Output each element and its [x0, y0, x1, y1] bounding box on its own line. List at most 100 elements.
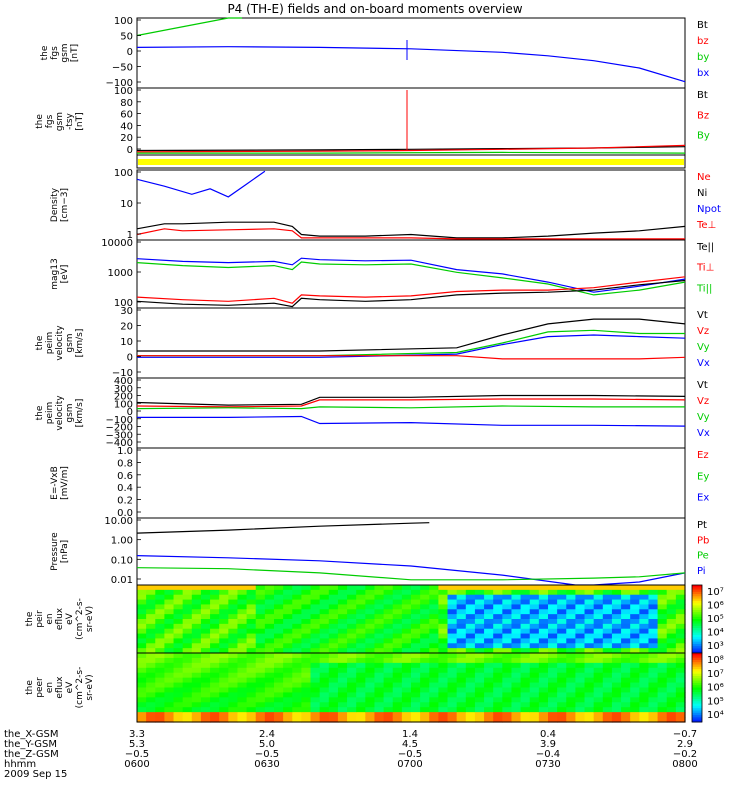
y-tick-label: 10.00 [104, 516, 133, 527]
heatmap-cell [593, 599, 604, 606]
heatmap-cell [602, 589, 613, 596]
heatmap-cell [593, 589, 604, 596]
heatmap-cell [173, 657, 184, 664]
panel-4: mag13 [eV] [50, 239, 686, 309]
heatmap-cell [401, 657, 412, 664]
heatmap-cell [392, 609, 403, 615]
heatmap-cell [328, 717, 339, 723]
heatmap-cell [401, 648, 412, 654]
series-ni-line [136, 221, 686, 239]
heatmap-cell [383, 707, 394, 713]
heatmap-cell [356, 662, 366, 669]
heatmap-cell [493, 692, 503, 698]
heatmap-cell [548, 657, 558, 664]
heatmap-cell [182, 609, 193, 615]
panel-9: the peir en eflux eV (cm^2-s-sr-eV) [25, 584, 703, 654]
heatmap-cell [155, 702, 165, 708]
heatmap-cell [301, 667, 312, 674]
heatmap-cell [283, 623, 293, 630]
heatmap-cell [319, 712, 330, 718]
colorbar-tick-label: 10⁵ [707, 696, 724, 707]
heatmap-cell [255, 609, 266, 615]
heatmap-cell [593, 585, 604, 591]
heatmap-cell [155, 712, 165, 718]
heatmap-cell [420, 657, 430, 664]
heatmap-cell [237, 653, 248, 659]
heatmap-cell [557, 662, 567, 669]
x-axis-value: −0.5 [398, 749, 422, 760]
heatmap-cell [319, 697, 330, 703]
heatmap-cell [575, 623, 586, 630]
heatmap-cell [200, 633, 211, 640]
x-axis-row-label: the_Y-GSM [4, 739, 57, 750]
heatmap-cell [411, 672, 421, 679]
heatmap-cell [502, 717, 513, 723]
heatmap-cell [593, 702, 604, 708]
heatmap-cell [383, 614, 394, 620]
heatmap-cell [310, 619, 321, 625]
heatmap-cell [365, 589, 376, 596]
heatmap-cell [237, 638, 248, 644]
heatmap-cell [648, 633, 659, 640]
heatmap-cell [484, 633, 494, 640]
heatmap-cell [219, 662, 229, 669]
heatmap-cell [593, 677, 604, 684]
heatmap-cell [575, 594, 586, 601]
heatmap-cell [347, 643, 357, 649]
heatmap-cell [420, 677, 430, 684]
heatmap-cell [264, 702, 275, 708]
heatmap-cell [411, 662, 421, 669]
heatmap-cell [438, 599, 449, 606]
heatmap-cell [200, 619, 211, 625]
heatmap-cell [210, 667, 220, 674]
y-axis-label-line: eV [65, 612, 75, 625]
heatmap-cell [365, 702, 376, 708]
heatmap-cell [337, 667, 348, 674]
heatmap-cell [365, 628, 376, 635]
heatmap-cell [548, 697, 558, 703]
heatmap-cell [310, 677, 321, 684]
heatmap-cell [392, 633, 403, 640]
heatmap-cell [538, 643, 549, 649]
heatmap-cell [292, 657, 302, 664]
heatmap-cell [666, 623, 677, 630]
heatmap-cell [584, 589, 595, 596]
heatmap-cell [548, 707, 558, 713]
heatmap-cell [438, 667, 449, 674]
heatmap-cell [200, 712, 211, 718]
heatmap-cell [575, 585, 586, 591]
heatmap-cell [347, 677, 357, 684]
colorbar-swatch [692, 676, 702, 679]
heatmap-cell [520, 707, 531, 713]
heatmap-cell [255, 662, 266, 669]
heatmap-cell [593, 672, 604, 679]
heatmap-cell [511, 614, 522, 620]
heatmap-cell [155, 609, 165, 615]
heatmap-cell [137, 717, 147, 723]
heatmap-cell [584, 585, 595, 591]
heatmap-cell [137, 633, 147, 640]
heatmap-cell [611, 648, 622, 654]
heatmap-cell [365, 614, 376, 620]
panel-1: the fgs gsm [nT] [40, 17, 686, 89]
heatmap-cell [383, 712, 394, 718]
panel-5: the peim velocity gsm [km/s] [35, 307, 686, 379]
colorbar-swatch [692, 712, 702, 716]
heatmap-cell [484, 707, 494, 713]
heatmap-cell [219, 633, 229, 640]
colorbar-swatch [692, 699, 702, 702]
heatmap-cell [200, 589, 211, 596]
x-axis-value: 3.9 [540, 739, 556, 750]
heatmap-cell [511, 707, 522, 713]
heatmap-cell [310, 604, 321, 610]
heatmap-cell [621, 717, 631, 723]
heatmap-cell [557, 633, 567, 640]
x-axis-value: 4.5 [402, 739, 418, 750]
heatmap-cell [219, 653, 229, 659]
heatmap-cell [319, 599, 330, 606]
y-tick-label: 0 [127, 353, 133, 364]
heatmap-cell [356, 609, 366, 615]
y-tick-label: 0.10 [111, 555, 133, 566]
legend-label: Bt [697, 20, 708, 31]
heatmap-cell [255, 653, 266, 659]
